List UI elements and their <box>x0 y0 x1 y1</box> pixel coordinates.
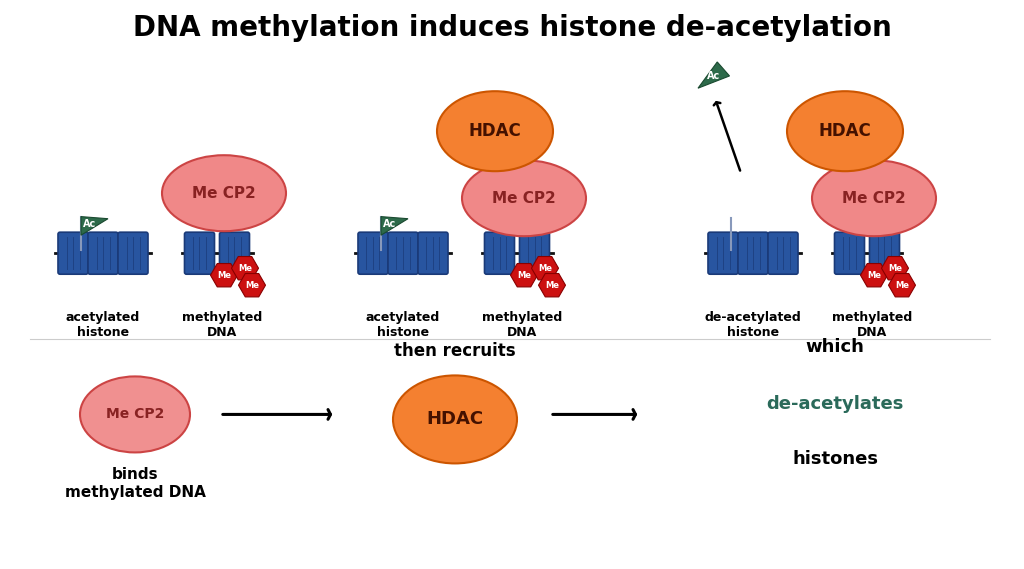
Text: Ac: Ac <box>83 219 96 229</box>
Ellipse shape <box>787 91 903 171</box>
FancyBboxPatch shape <box>835 232 864 274</box>
Text: Me: Me <box>238 263 252 273</box>
Text: Me: Me <box>888 263 902 273</box>
Text: methylated
DNA: methylated DNA <box>831 311 912 339</box>
FancyBboxPatch shape <box>358 232 388 274</box>
Text: HDAC: HDAC <box>469 122 521 140</box>
Text: Me CP2: Me CP2 <box>842 191 906 206</box>
Text: Ac: Ac <box>383 219 396 229</box>
Text: HDAC: HDAC <box>818 122 871 140</box>
Text: methylated
DNA: methylated DNA <box>482 311 562 339</box>
Text: Me CP2: Me CP2 <box>493 191 556 206</box>
Text: histones: histones <box>792 451 878 468</box>
Text: Me: Me <box>545 281 559 290</box>
Text: de-acetylated
histone: de-acetylated histone <box>705 311 802 339</box>
Text: Me: Me <box>867 271 881 280</box>
Text: methylated
DNA: methylated DNA <box>182 311 262 339</box>
FancyBboxPatch shape <box>869 232 899 274</box>
Text: Me: Me <box>517 271 531 280</box>
FancyBboxPatch shape <box>738 232 768 274</box>
Text: which: which <box>806 339 864 356</box>
Polygon shape <box>381 217 408 235</box>
Text: Me: Me <box>245 281 259 290</box>
Text: Me: Me <box>217 271 231 280</box>
Ellipse shape <box>393 376 517 463</box>
FancyBboxPatch shape <box>768 232 798 274</box>
Text: DNA methylation induces histone de-acetylation: DNA methylation induces histone de-acety… <box>133 14 891 42</box>
Ellipse shape <box>437 91 553 171</box>
Ellipse shape <box>162 155 286 231</box>
Text: HDAC: HDAC <box>426 410 483 428</box>
FancyBboxPatch shape <box>388 232 418 274</box>
Text: Ac: Ac <box>708 71 720 81</box>
FancyBboxPatch shape <box>519 232 550 274</box>
FancyBboxPatch shape <box>708 232 738 274</box>
FancyBboxPatch shape <box>219 232 250 274</box>
Ellipse shape <box>812 160 936 236</box>
Text: Me CP2: Me CP2 <box>193 185 256 201</box>
Polygon shape <box>698 62 729 88</box>
Text: Me CP2: Me CP2 <box>105 407 164 422</box>
FancyBboxPatch shape <box>58 232 88 274</box>
Text: Me: Me <box>895 281 909 290</box>
Ellipse shape <box>80 377 190 452</box>
FancyBboxPatch shape <box>484 232 514 274</box>
FancyBboxPatch shape <box>88 232 118 274</box>
FancyBboxPatch shape <box>418 232 447 274</box>
Polygon shape <box>81 217 108 235</box>
FancyBboxPatch shape <box>118 232 148 274</box>
FancyBboxPatch shape <box>184 232 214 274</box>
Text: then recruits: then recruits <box>394 343 516 360</box>
Text: binds
methylated DNA: binds methylated DNA <box>65 467 206 500</box>
Text: de-acetylates: de-acetylates <box>766 395 904 414</box>
Text: Me: Me <box>538 263 552 273</box>
Ellipse shape <box>462 160 586 236</box>
Text: acetylated
histone: acetylated histone <box>66 311 140 339</box>
Text: acetylated
histone: acetylated histone <box>366 311 440 339</box>
